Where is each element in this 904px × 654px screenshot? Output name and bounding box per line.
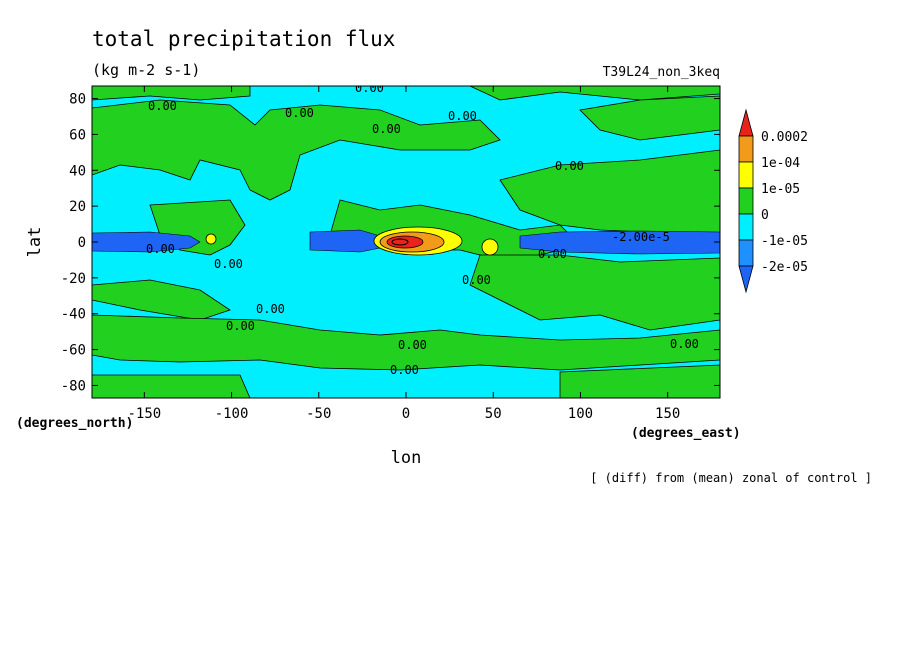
colorbar-swatch	[738, 187, 754, 215]
positive-region-pacific-north	[579, 95, 720, 141]
positive-regions	[92, 86, 720, 398]
positive-maximum	[205, 226, 499, 256]
negative-band-center	[309, 229, 381, 253]
negative-band-west	[92, 231, 201, 253]
positive-region-antarctic-west	[92, 374, 251, 398]
colorbar-label: 0.0002	[761, 130, 808, 145]
contour-label: 0.00	[398, 338, 427, 352]
x-tick-label: -50	[306, 406, 331, 422]
colorbar-label: -1e-05	[761, 234, 808, 249]
colorbar-label: -2e-05	[761, 260, 808, 275]
x-tick-label: 50	[485, 406, 502, 422]
x-axis-title: lon	[391, 448, 422, 468]
footnote: [ (diff) from (mean) zonal of control ]	[590, 471, 872, 485]
contour-label: 0.00	[538, 247, 567, 261]
colorbar: 0.0002 1e-04 1e-05 0 -1e-05 -2e-05	[738, 108, 808, 294]
contour-label: 0.00	[285, 106, 314, 120]
contour-label: 0.00	[214, 257, 243, 271]
x-units-label: (degrees_east)	[631, 426, 741, 441]
experiment-label: T39L24_non_3keq	[603, 65, 720, 80]
colorbar-swatch	[738, 239, 754, 267]
x-tick-label: 0	[402, 406, 410, 422]
colorbar-label: 1e-05	[761, 182, 800, 197]
contour-label: 0.00	[448, 109, 477, 123]
x-axis: -150 -100 -50 0 50 100 150	[127, 86, 680, 422]
positive-region-arctic-west	[92, 86, 251, 101]
positive-region-north-america	[92, 99, 501, 201]
positive-region-asia	[499, 149, 720, 236]
negative-band-east	[519, 230, 720, 255]
positive-blob-east	[481, 238, 499, 256]
positive-blob-west	[205, 233, 217, 245]
y-tick-label: -20	[61, 271, 86, 287]
positive-region-antarctic-east	[559, 364, 720, 398]
y-tick-label: -80	[61, 378, 86, 394]
contour-label: 0.00	[670, 337, 699, 351]
y-tick-label: -40	[61, 307, 86, 323]
negative-equatorial-band	[92, 229, 720, 255]
contour-label: 0.00	[355, 81, 384, 95]
contour-label: 0.00	[148, 99, 177, 113]
x-tick-label: 100	[568, 406, 593, 422]
plot-area: 0.00 0.00 0.00 0.00 0.00 0.00 0.00 0.00 …	[92, 81, 720, 398]
positive-region-south-central	[469, 254, 720, 331]
y-axis: 80 60 40 20 0 -20 -40 -60 -80	[61, 92, 720, 394]
colorbar-swatch	[738, 135, 754, 163]
contour-label: 0.00	[372, 122, 401, 136]
positive-region-south-west	[92, 279, 231, 321]
y-tick-label: 60	[69, 127, 86, 143]
y-tick-label: 0	[78, 235, 86, 251]
x-tick-label: -150	[127, 406, 161, 422]
colorbar-label: 0	[761, 208, 769, 223]
contour-label: 0.00	[226, 319, 255, 333]
colorbar-min-triangle	[738, 265, 754, 294]
colorbar-label: 1e-04	[761, 156, 800, 171]
y-tick-label: 80	[69, 92, 86, 108]
chart-title: total precipitation flux	[92, 27, 395, 51]
contour-label: 0.00	[555, 159, 584, 173]
contour-labels: 0.00 0.00 0.00 0.00 0.00 0.00 0.00 0.00 …	[146, 81, 699, 377]
contour-label: 0.00	[390, 363, 419, 377]
y-tick-label: 40	[69, 163, 86, 179]
chart-subtitle: (kg m-2 s-1)	[92, 61, 200, 79]
colorbar-swatch	[738, 161, 754, 189]
max-contour-core	[391, 238, 409, 246]
positive-region-southern-band	[92, 314, 720, 371]
x-tick-label: -100	[215, 406, 249, 422]
contour-label: 0.00	[256, 302, 285, 316]
colorbar-max-triangle	[738, 108, 754, 137]
y-tick-label: 20	[69, 199, 86, 215]
y-units-label: (degrees_north)	[16, 416, 133, 431]
x-tick-label: 150	[655, 406, 680, 422]
colorbar-swatch	[738, 213, 754, 241]
contour-label: 0.00	[146, 242, 175, 256]
contour-label: 0.00	[462, 273, 491, 287]
y-tick-label: -60	[61, 343, 86, 359]
y-axis-title: lat	[25, 227, 45, 258]
contour-label: -2.00e-5	[612, 230, 670, 244]
